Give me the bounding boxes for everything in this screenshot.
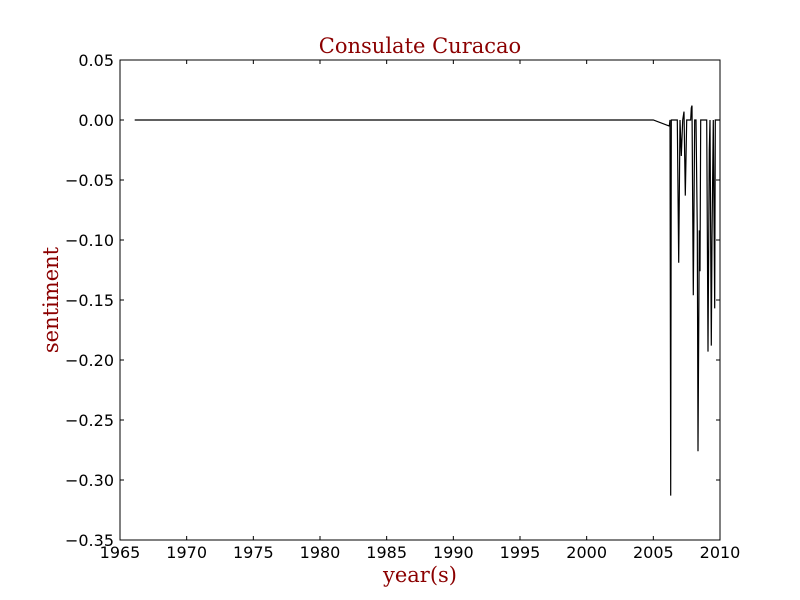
y-tick-label: −0.15 xyxy=(65,291,114,310)
y-tick-label: −0.10 xyxy=(65,231,114,250)
x-tick-label: 1970 xyxy=(166,543,207,562)
x-tick-label: 1985 xyxy=(366,543,407,562)
x-tick-label: 2005 xyxy=(633,543,674,562)
x-axis-label: year(s) xyxy=(382,563,457,587)
x-axis: 1965 1970 1975 1980 1985 1990 1995 2000 2005 2010 xyxy=(100,60,741,562)
series-line-sentiment xyxy=(134,105,720,496)
y-tick-label: −0.20 xyxy=(65,351,114,370)
x-tick-label: 1965 xyxy=(100,543,141,562)
y-tick-label: −0.30 xyxy=(65,471,114,490)
y-axis: 0.05 0.00 −0.05 −0.10 −0.15 −0.20 −0.25 −0.30 −0… xyxy=(65,51,720,550)
x-tick-label: 1980 xyxy=(300,543,341,562)
plot-area xyxy=(119,59,721,541)
y-tick-label: −0.25 xyxy=(65,411,114,430)
x-tick-label: 1995 xyxy=(500,543,541,562)
y-tick-label: −0.05 xyxy=(65,171,114,190)
chart-title: Consulate Curacao xyxy=(319,34,521,58)
y-axis-label: sentiment xyxy=(39,246,63,353)
x-tick-label: 1990 xyxy=(433,543,474,562)
series-layer xyxy=(134,105,720,496)
y-tick-label: −0.35 xyxy=(65,531,114,550)
y-tick-label: 0.00 xyxy=(78,111,114,130)
x-tick-label: 2000 xyxy=(566,543,607,562)
x-tick-label: 2010 xyxy=(700,543,741,562)
x-tick-label: 1975 xyxy=(233,543,274,562)
y-tick-label: 0.05 xyxy=(78,51,114,70)
